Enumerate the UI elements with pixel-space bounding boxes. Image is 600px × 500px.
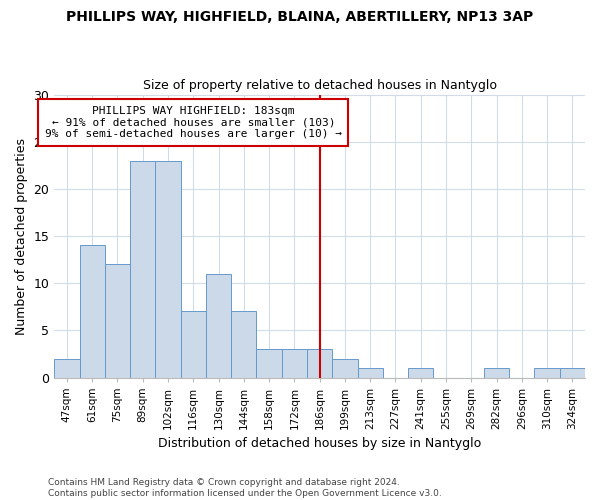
Bar: [408, 368, 433, 378]
Bar: [484, 368, 509, 378]
Bar: [535, 368, 560, 378]
Bar: [80, 246, 105, 378]
Bar: [256, 349, 282, 378]
Bar: [54, 358, 80, 378]
Bar: [130, 160, 155, 378]
Text: PHILLIPS WAY, HIGHFIELD, BLAINA, ABERTILLERY, NP13 3AP: PHILLIPS WAY, HIGHFIELD, BLAINA, ABERTIL…: [67, 10, 533, 24]
Bar: [307, 349, 332, 378]
Bar: [155, 160, 181, 378]
Text: PHILLIPS WAY HIGHFIELD: 183sqm
← 91% of detached houses are smaller (103)
9% of : PHILLIPS WAY HIGHFIELD: 183sqm ← 91% of …: [45, 106, 342, 139]
Bar: [560, 368, 585, 378]
Bar: [105, 264, 130, 378]
X-axis label: Distribution of detached houses by size in Nantyglo: Distribution of detached houses by size …: [158, 437, 481, 450]
Bar: [231, 312, 256, 378]
Bar: [206, 274, 231, 378]
Bar: [181, 312, 206, 378]
Text: Contains HM Land Registry data © Crown copyright and database right 2024.
Contai: Contains HM Land Registry data © Crown c…: [48, 478, 442, 498]
Y-axis label: Number of detached properties: Number of detached properties: [15, 138, 28, 334]
Bar: [282, 349, 307, 378]
Bar: [358, 368, 383, 378]
Title: Size of property relative to detached houses in Nantyglo: Size of property relative to detached ho…: [143, 79, 497, 92]
Bar: [332, 358, 358, 378]
